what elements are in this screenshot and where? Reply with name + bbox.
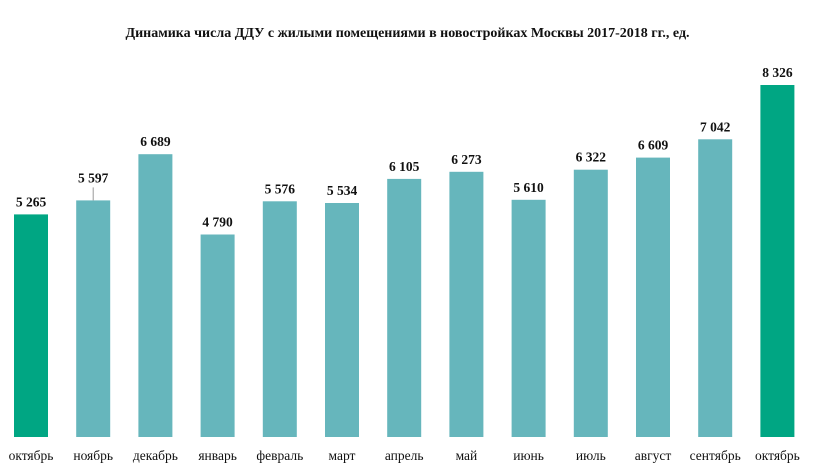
bar-7 <box>387 178 422 437</box>
category-label-2: ноябрь <box>73 448 113 463</box>
bar-9 <box>511 199 546 437</box>
bar-4 <box>200 234 235 437</box>
value-label-3: 6 689 <box>140 134 171 149</box>
category-label-1: октябрь <box>9 448 54 463</box>
bar-10 <box>573 169 608 437</box>
bar-2 <box>76 200 111 437</box>
category-label-6: март <box>329 448 356 463</box>
value-label-4: 4 790 <box>202 215 233 230</box>
value-label-2: 5 597 <box>78 170 109 185</box>
value-label-9: 5 610 <box>513 180 544 195</box>
value-label-8: 6 273 <box>451 152 482 167</box>
bar-8 <box>449 171 484 438</box>
category-label-12: сентябрь <box>690 448 741 463</box>
value-label-5: 5 576 <box>265 181 296 196</box>
category-label-9: июнь <box>513 448 544 463</box>
category-label-7: апрель <box>385 448 424 463</box>
bar-5 <box>262 201 297 437</box>
category-label-3: декабрь <box>133 448 178 463</box>
chart-title: Динамика числа ДДУ с жилыми помещениями … <box>125 26 690 41</box>
value-label-6: 5 534 <box>327 183 358 198</box>
bar-3 <box>138 154 173 437</box>
bar-12 <box>698 139 733 438</box>
value-label-13: 8 326 <box>762 65 793 80</box>
category-label-13: октябрь <box>755 448 800 463</box>
value-label-11: 6 609 <box>638 138 669 153</box>
value-label-10: 6 322 <box>576 150 607 165</box>
value-label-7: 6 105 <box>389 159 420 174</box>
category-label-10: июль <box>576 448 606 463</box>
value-label-1: 5 265 <box>16 194 47 209</box>
category-label-5: февраль <box>256 448 303 463</box>
bar-11 <box>636 157 670 437</box>
category-label-4: январь <box>198 448 237 463</box>
bar-6 <box>325 203 359 437</box>
value-label-12: 7 042 <box>700 119 731 134</box>
category-label-8: май <box>456 448 478 463</box>
bar-1 <box>14 214 48 437</box>
category-label-11: август <box>635 448 672 463</box>
bar-13 <box>760 85 795 437</box>
